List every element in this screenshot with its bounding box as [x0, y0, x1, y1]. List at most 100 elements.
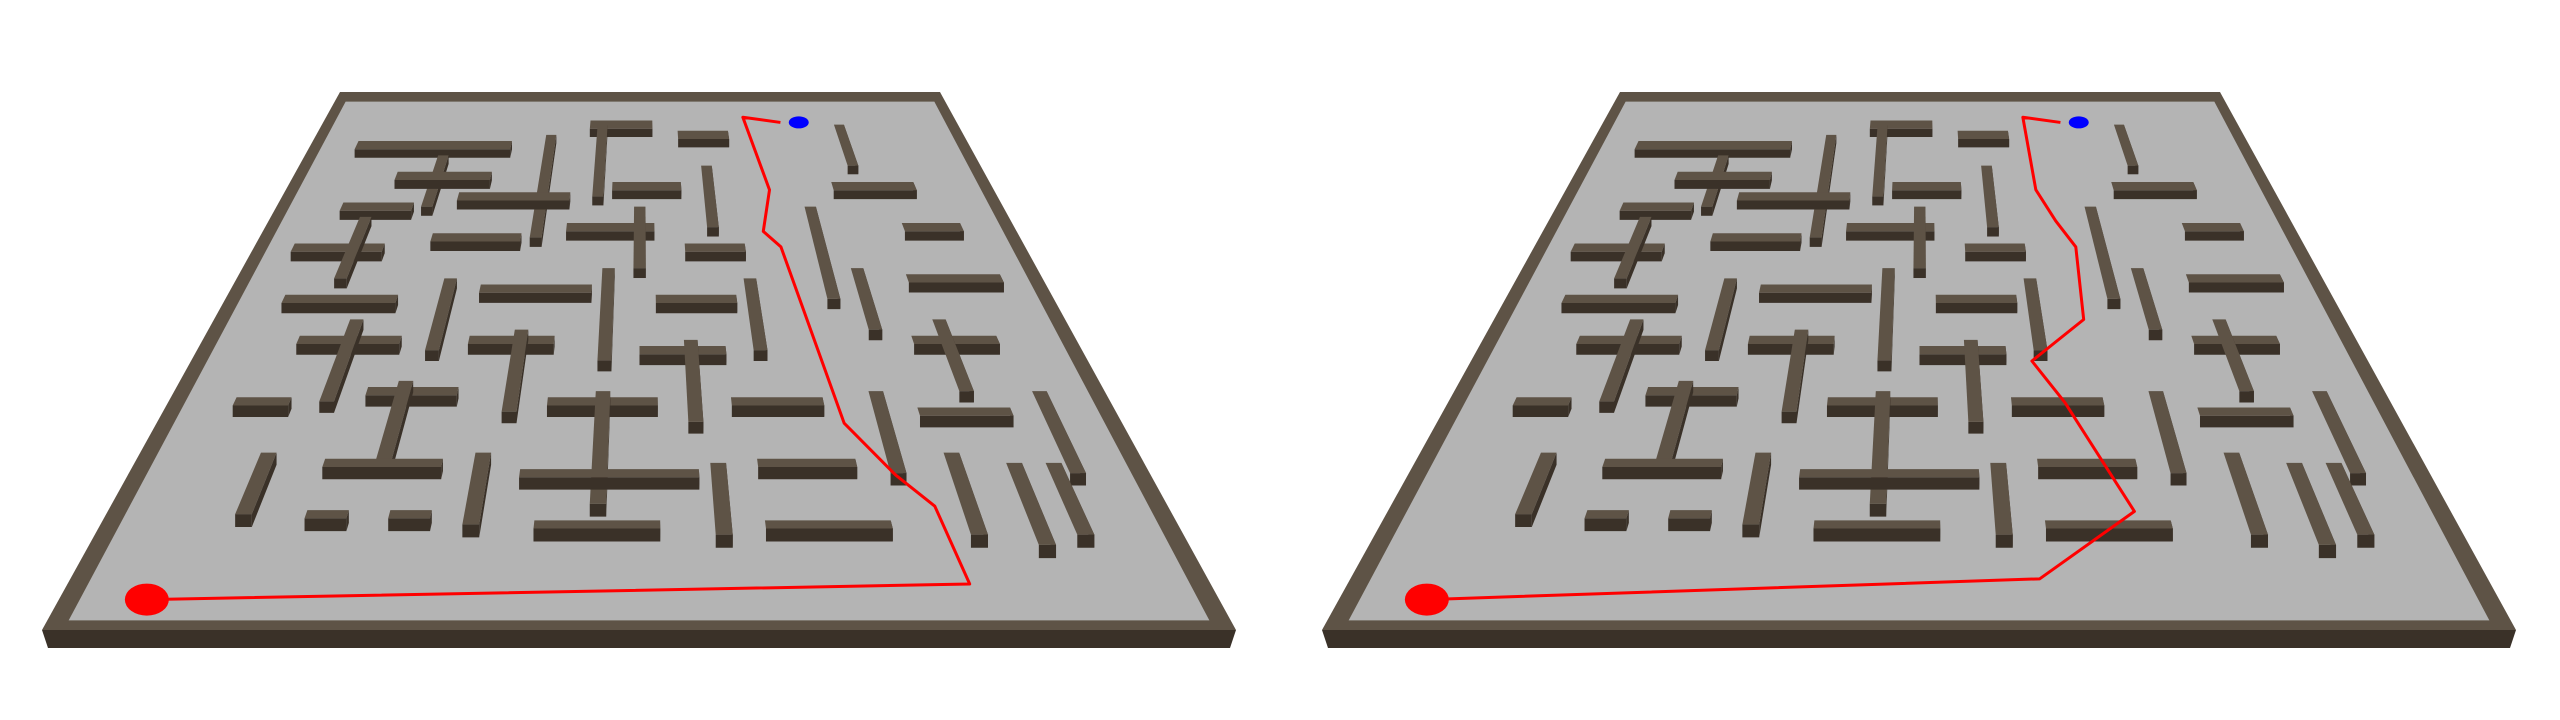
wall-side [765, 528, 893, 542]
maze-board [42, 92, 1236, 648]
wall-side [1561, 302, 1676, 314]
wall-side [1531, 452, 1557, 527]
wall-side [1769, 171, 1772, 189]
wall-top [743, 278, 768, 351]
wall-side [516, 329, 529, 424]
wall-top [456, 192, 571, 201]
goal-marker [788, 116, 809, 129]
wall-top [1634, 141, 1792, 150]
wall-top [639, 346, 727, 355]
wall-top [917, 407, 1014, 416]
wall-top [1602, 458, 1723, 468]
wall-top [1990, 462, 2013, 535]
wall-top [1759, 284, 1872, 293]
wall-side [1691, 202, 1694, 220]
wall-top [592, 124, 608, 197]
wall-side [1958, 138, 2010, 148]
wall-side [456, 387, 459, 407]
wall-side [1883, 124, 1888, 206]
wall-top [533, 520, 661, 529]
wall-top [1584, 510, 1629, 519]
wall-top [1561, 294, 1679, 303]
wall-side [2113, 190, 2197, 200]
wall-top [322, 458, 443, 468]
wall-side [1718, 278, 1737, 361]
maze-board [1322, 92, 2516, 648]
wall-side [904, 231, 964, 241]
wall-side [970, 534, 988, 548]
wall-top [2191, 335, 2280, 344]
wall-side [1796, 329, 1809, 424]
wall-side [1512, 405, 1569, 418]
wall-side [1987, 227, 1999, 237]
wall-side [1736, 200, 1850, 210]
wall-side [591, 284, 592, 303]
wall-top [1006, 462, 1057, 545]
wall-side [2318, 544, 2337, 559]
wall-side [1736, 387, 1739, 407]
wall-side [334, 278, 347, 289]
wall-side [589, 503, 607, 517]
wall-side [1821, 134, 1837, 247]
start-marker [124, 583, 169, 616]
wall-side [1995, 534, 2013, 548]
wall-side [1661, 243, 1665, 262]
wall-side [2170, 473, 2187, 486]
wall-top [1799, 469, 1980, 478]
wall-side [441, 458, 443, 480]
wall-side [1871, 284, 1872, 303]
wall-top [833, 124, 859, 166]
wall-side [346, 510, 349, 532]
wall-side [411, 202, 414, 220]
wall-side [2107, 298, 2121, 310]
wall-side [1619, 210, 1692, 220]
wall-side [438, 278, 457, 361]
wall-side [655, 302, 738, 314]
wall-top [684, 243, 746, 252]
wall-side [395, 294, 399, 314]
wall-top [831, 182, 917, 191]
wall-top [2148, 391, 2187, 474]
wall-side [1626, 216, 1652, 289]
wall-side [304, 518, 347, 532]
wall-side [959, 391, 974, 403]
wall-side [1742, 524, 1760, 538]
wall-side [1679, 335, 1682, 355]
wall-top [1809, 134, 1837, 238]
wall-top [462, 452, 492, 525]
maze-walls [1512, 120, 2375, 559]
wall-side [1614, 278, 1627, 289]
wall-side [758, 467, 858, 480]
wall-top [334, 216, 372, 279]
wall-side [281, 302, 396, 314]
wall-top [2312, 391, 2367, 474]
wall-side [1675, 294, 1679, 314]
wall-side [235, 514, 252, 527]
wall-top [1674, 171, 1772, 180]
wall-side [2188, 282, 2284, 293]
wall-side [1877, 360, 1892, 372]
wall-top [1846, 223, 1935, 232]
wall-side [479, 452, 492, 538]
wall-top [1781, 329, 1809, 412]
wall-top [905, 274, 1004, 283]
wall-side [430, 241, 521, 252]
wall-side [685, 251, 746, 262]
wall-top [2223, 452, 2268, 535]
wall-side [566, 231, 655, 241]
wall-side [1626, 510, 1629, 532]
wall-side [1892, 190, 1962, 200]
wall-side [501, 411, 517, 424]
wall-side [1038, 544, 1057, 559]
wall-side [520, 233, 522, 252]
wall-top [339, 202, 414, 211]
wall-side [533, 528, 661, 542]
wall-top [701, 165, 719, 228]
wall-side [2127, 165, 2139, 175]
wall-side [1800, 233, 1802, 252]
wall-side [1710, 241, 1801, 252]
wall-top [1747, 335, 1835, 344]
wall-top [943, 452, 988, 535]
wall-top [566, 223, 655, 232]
wall-side [456, 200, 570, 210]
